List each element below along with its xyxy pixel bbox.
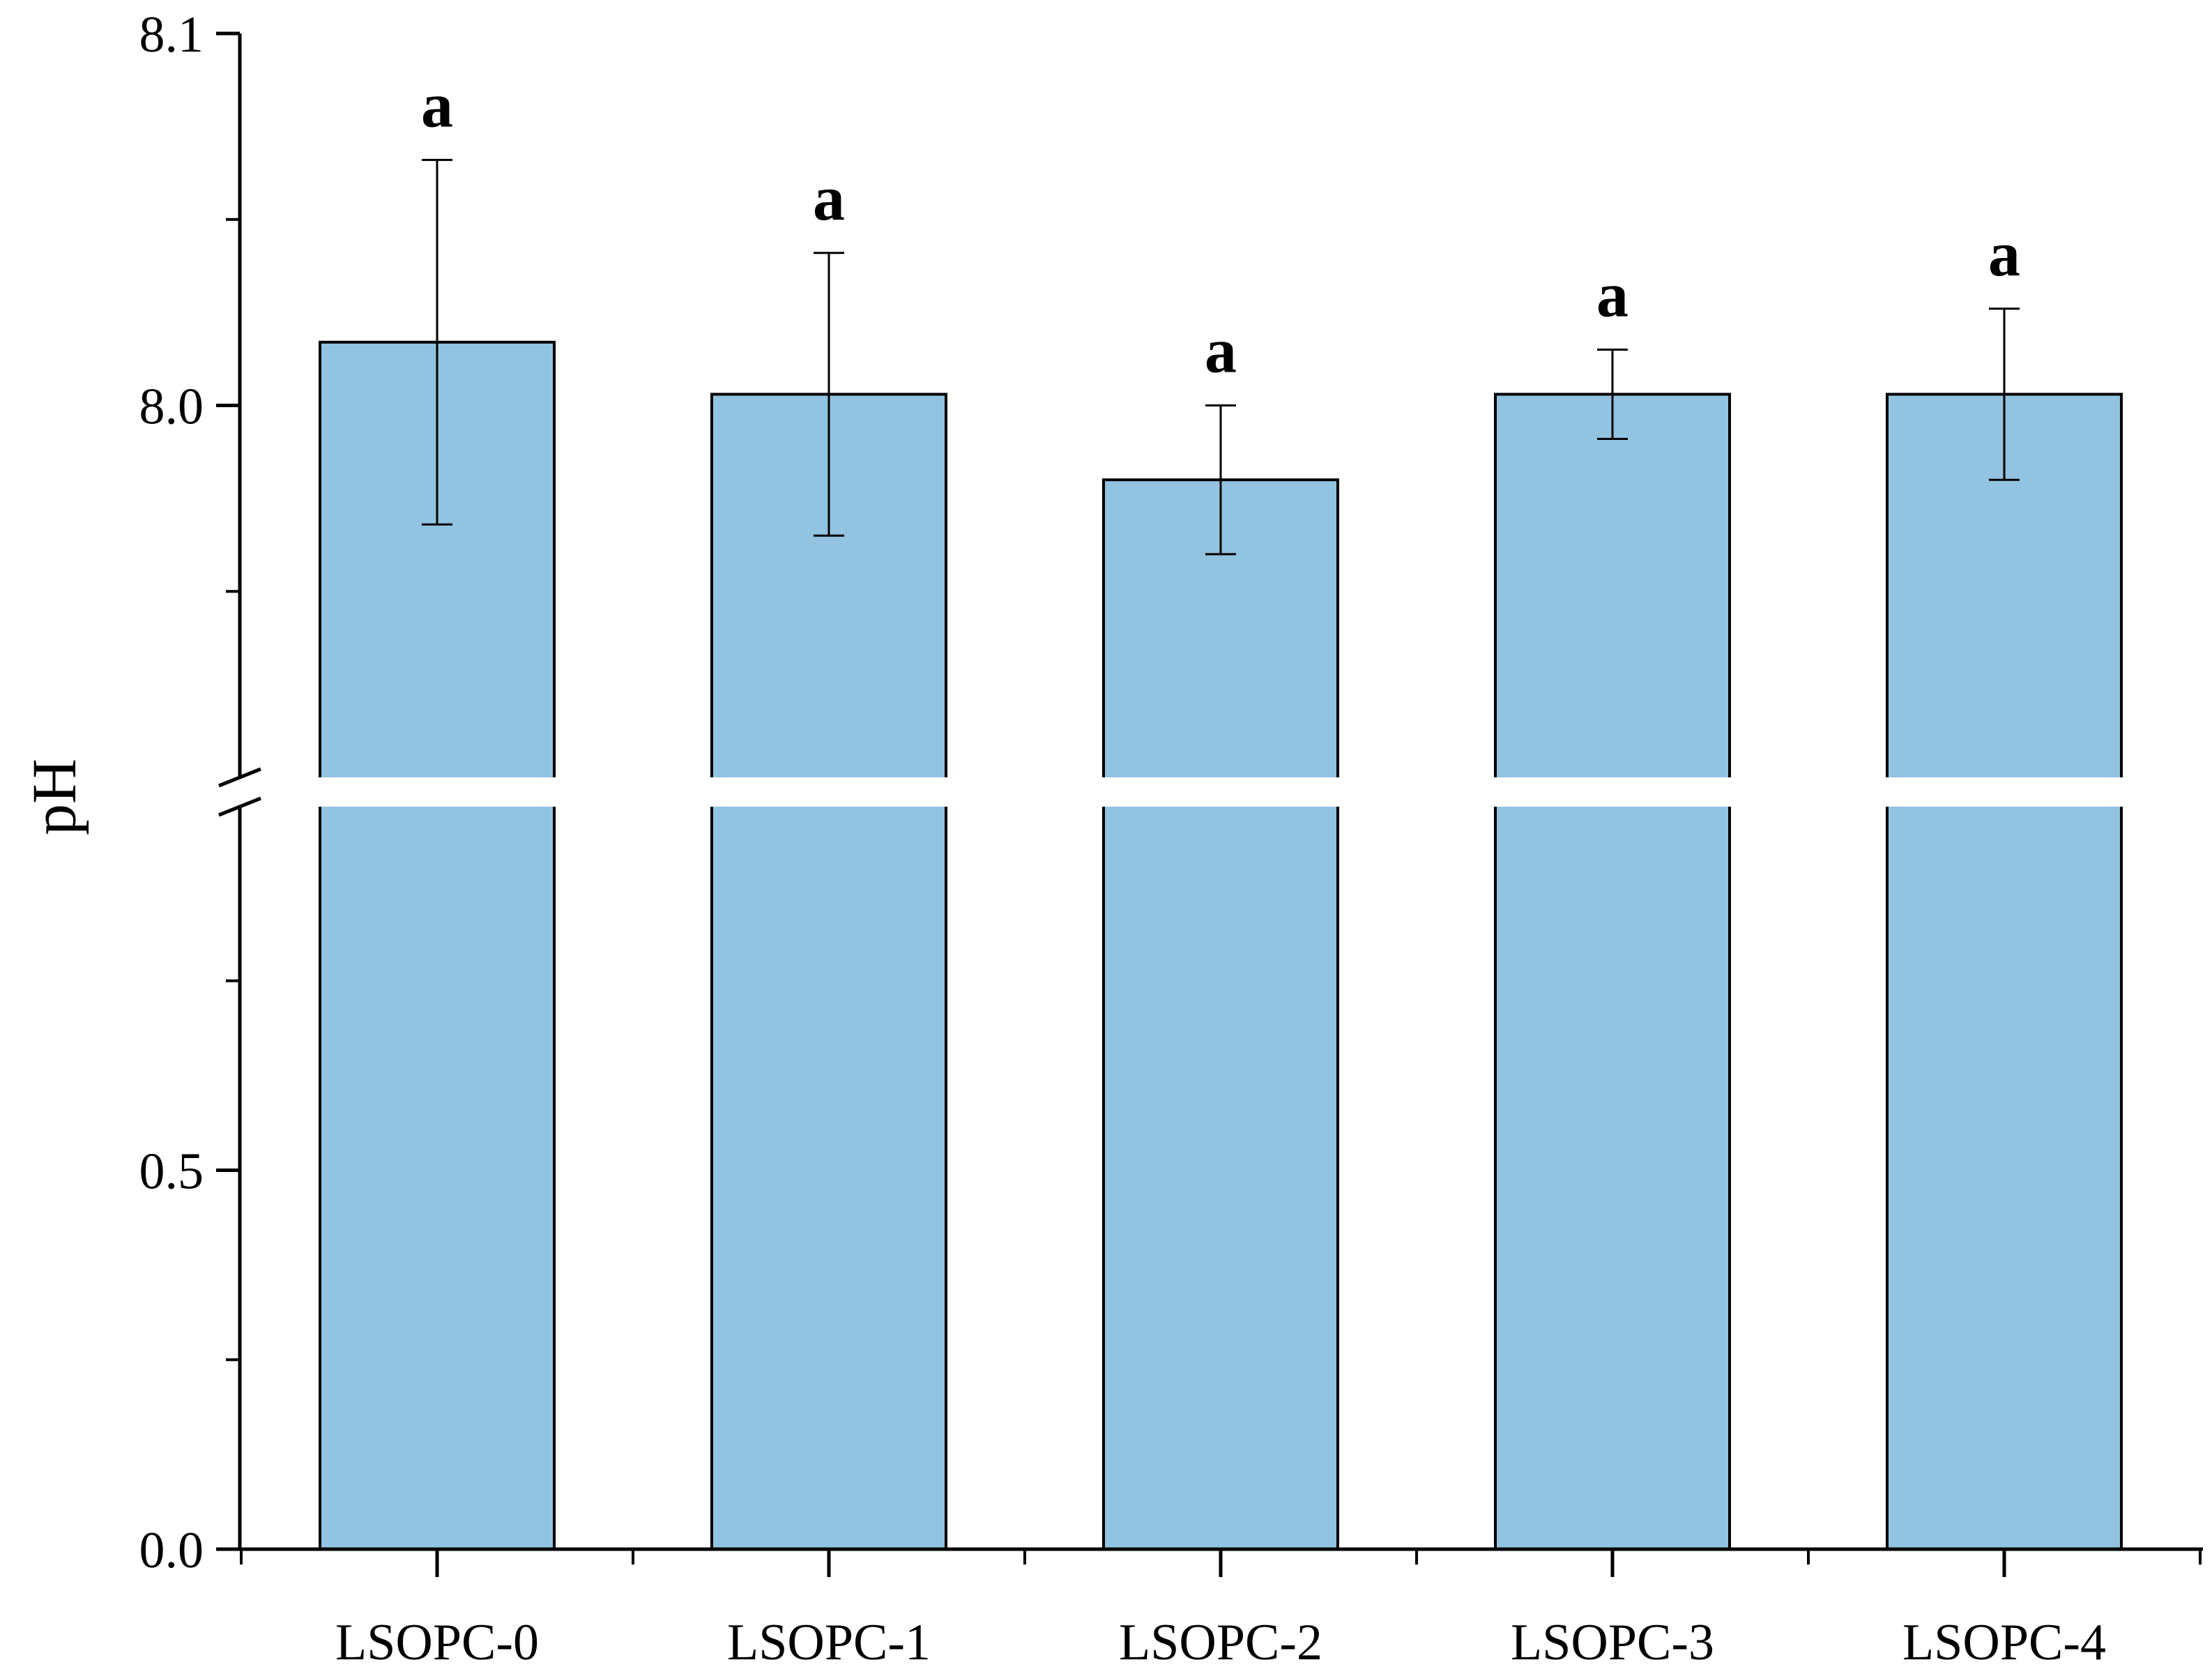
x-tick-label-LSOPC-4: LSOPC-4 [1902, 1614, 2106, 1667]
bar-LSOPC-2 [1102, 478, 1339, 1551]
axis-break-mark [218, 796, 261, 817]
significance-label-LSOPC-1: a [813, 162, 845, 234]
bar-LSOPC-1 [710, 393, 947, 1551]
significance-label-LSOPC-2: a [1205, 315, 1237, 386]
x-tick-label-LSOPC-3: LSOPC-3 [1511, 1614, 1714, 1667]
y-axis-title: pH [20, 759, 89, 835]
significance-label-LSOPC-0: a [421, 69, 453, 140]
axis-break-gap [219, 777, 2212, 807]
x-tick-label-LSOPC-0: LSOPC-0 [335, 1614, 539, 1667]
bars-layer [319, 158, 2123, 1551]
labels-layer: a LSOPC-0 a LSOPC-1 a LSOPC-2 a LSOPC-3 a LSOPC-4… [139, 6, 2106, 1667]
significance-label-LSOPC-4: a [1988, 218, 2020, 289]
y-tick-label: 0.0 [139, 1522, 204, 1579]
bar-LSOPC-3 [1494, 393, 1731, 1551]
axes-layer [216, 31, 2212, 1577]
axis-break-mark [218, 767, 261, 788]
y-tick-label: 8.0 [139, 379, 204, 436]
significance-label-LSOPC-3: a [1596, 259, 1629, 330]
bar-LSOPC-4 [1886, 393, 2123, 1551]
y-tick-label: 8.1 [139, 6, 204, 63]
x-tick-label-LSOPC-1: LSOPC-1 [727, 1614, 931, 1667]
x-tick-label-LSOPC-2: LSOPC-2 [1119, 1614, 1322, 1667]
bar-LSOPC-0 [319, 340, 556, 1551]
y-tick-label: 0.5 [139, 1143, 204, 1201]
